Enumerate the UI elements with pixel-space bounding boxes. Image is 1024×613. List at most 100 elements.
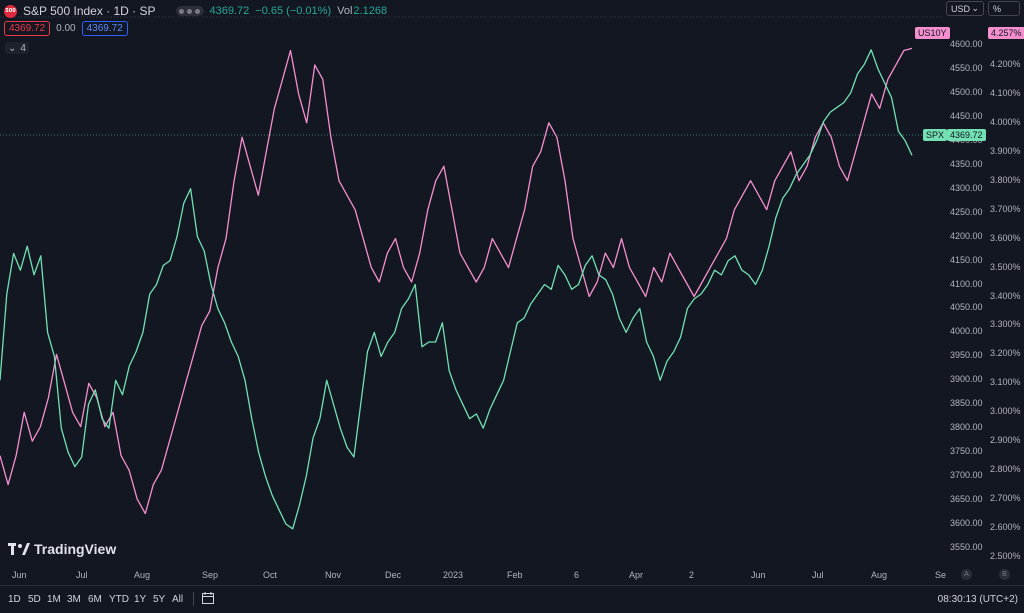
time-tick-label: Oct [263, 570, 278, 580]
price-tick-label: 3750.00 [950, 446, 983, 457]
price-tick-label: 4300.00 [950, 182, 983, 193]
chevron-down-icon: ⌄ [8, 42, 17, 54]
price-tick-label: 3800.00 [950, 422, 983, 433]
range-button-ytd[interactable]: YTD [109, 594, 129, 605]
log-scale-button[interactable]: B [999, 569, 1010, 580]
percent-tick-label: 2.700% [990, 493, 1021, 504]
range-button-1y[interactable]: 1Y [134, 594, 147, 605]
time-tick-label: Jun [751, 570, 766, 580]
price-tick-label: 4100.00 [950, 278, 983, 289]
price-tick-label: 4200.00 [950, 230, 983, 241]
percent-tick-label: 2.800% [990, 464, 1021, 475]
time-tick-label: Se [935, 570, 947, 580]
time-tick-label: Aug [134, 570, 151, 580]
spx-value-tag: 4369.72 [947, 129, 986, 141]
percent-tick-label: 3.000% [990, 406, 1021, 417]
legend-more-icon[interactable] [175, 6, 204, 16]
price-tick-label: 4450.00 [950, 110, 983, 121]
symbol-title[interactable]: S&P 500 Index · 1D · SP [23, 4, 156, 18]
percent-tick-label: 2.900% [990, 435, 1021, 446]
price-change: −0.65 (−0.01%) [255, 5, 332, 17]
indicator-count: 4 [20, 42, 26, 54]
range-button-3m[interactable]: 3M [67, 594, 81, 605]
us10y-value-tag: 4.257% [988, 27, 1024, 39]
watermark-text: TradingView [34, 541, 117, 557]
date-range-icon[interactable] [201, 591, 215, 605]
percent-tick-label: 4.100% [990, 87, 1021, 98]
price-tick-label: 4500.00 [950, 86, 983, 97]
last-price: 4369.72 [209, 5, 250, 17]
percent-tick-label: 2.500% [990, 551, 1021, 561]
price-tick-label: 4000.00 [950, 326, 983, 337]
volume-value: 2.1268 [353, 5, 388, 17]
percent-tick-label: 3.400% [990, 290, 1021, 301]
percent-tick-label: 3.300% [990, 319, 1021, 330]
price-tick-label: 3550.00 [950, 542, 983, 552]
symbol-legend[interactable]: 500 S&P 500 Index · 1D · SP 4369.72 −0.6… [4, 3, 387, 19]
time-tick-label: Jul [76, 570, 88, 580]
scale-mode-label: % [993, 3, 1002, 14]
currency-select[interactable]: USD ⌄ [946, 1, 984, 16]
bid-price-box[interactable]: 4369.72 [4, 21, 51, 36]
time-tick-label: Dec [385, 570, 402, 580]
percent-tick-label: 3.200% [990, 348, 1021, 359]
time-tick-label: Aug [871, 570, 888, 580]
price-tick-label: 3900.00 [950, 374, 983, 385]
time-tick-label: 6 [574, 570, 580, 580]
range-button-5d[interactable]: 5D [28, 594, 41, 605]
price-tick-label: 3950.00 [950, 350, 983, 361]
percent-tick-label: 3.800% [990, 174, 1021, 185]
range-button-5y[interactable]: 5Y [153, 594, 166, 605]
percent-scale-toggle[interactable]: % [988, 1, 1020, 16]
price-tick-label: 4600.00 [950, 39, 983, 49]
spx-series-line[interactable] [0, 49, 913, 530]
time-tick-label: Sep [202, 570, 219, 580]
auto-scale-button[interactable]: A [961, 569, 972, 580]
currency-label: USD [951, 3, 971, 14]
range-button-all[interactable]: All [172, 594, 184, 605]
ask-price-box[interactable]: 4369.72 [81, 21, 128, 36]
us10y-series-line[interactable] [0, 47, 913, 515]
time-tick-label: 2023 [443, 570, 464, 580]
price-tick-label: 3650.00 [950, 494, 983, 505]
tradingview-watermark[interactable]: TradingView [8, 541, 116, 557]
percent-tick-label: 4.000% [990, 116, 1021, 127]
chart-pane[interactable]: 500 S&P 500 Index · 1D · SP 4369.72 −0.6… [0, 0, 1024, 565]
price-tick-label: 3700.00 [950, 470, 983, 481]
time-tick-label: Feb [507, 570, 523, 580]
percent-tick-label: 3.700% [990, 203, 1021, 214]
range-button-1m[interactable]: 1M [47, 594, 61, 605]
price-tick-label: 4050.00 [950, 302, 983, 313]
sp500-logo-icon: 500 [4, 4, 17, 18]
tradingview-logo-icon [8, 543, 30, 555]
time-tick-label: Jul [812, 570, 824, 580]
percent-tick-label: 4.200% [990, 58, 1021, 69]
price-tick-label: 4350.00 [950, 158, 983, 169]
clock-timezone[interactable]: 08:30:13 (UTC+2) [937, 594, 1018, 605]
indicators-toggle[interactable]: ⌄ 4 [5, 42, 29, 54]
percent-tick-label: 3.100% [990, 377, 1021, 388]
time-tick-label: Apr [629, 570, 644, 580]
price-tick-label: 4250.00 [950, 206, 983, 217]
bottom-toolbar: 1D 5D 1M 3M 6M YTD 1Y 5Y All 08:30:13 (UTC+2) [0, 585, 1024, 613]
price-tick-label: 3850.00 [950, 398, 983, 409]
percent-tick-label: 3.600% [990, 232, 1021, 243]
chart-plot[interactable] [0, 0, 1024, 565]
us10y-name-tag: US10Y [915, 27, 950, 39]
range-button-6m[interactable]: 6M [88, 594, 102, 605]
bid-ask-row: 4369.72 0.00 4369.72 [4, 21, 128, 36]
percent-tick-label: 2.600% [990, 522, 1021, 533]
toolbar-divider [193, 592, 194, 606]
range-button-1d[interactable]: 1D [8, 594, 21, 605]
volume-label: Vol [337, 5, 353, 17]
chevron-down-icon: ⌄ [971, 3, 979, 13]
spread-value: 0.00 [56, 23, 76, 34]
price-tick-label: 4550.00 [950, 62, 983, 73]
percent-tick-label: 3.900% [990, 145, 1021, 156]
price-tick-label: 4150.00 [950, 254, 983, 265]
percent-tick-label: 3.500% [990, 261, 1021, 272]
time-tick-label: 2 [689, 570, 695, 580]
time-axis[interactable]: Jun Jul Aug Sep Oct Nov Dec 2023 Feb 6 Apr 2 Jun Jul A… [0, 565, 1024, 585]
time-tick-label: Jun [12, 570, 27, 580]
price-tick-label: 3600.00 [950, 518, 983, 529]
